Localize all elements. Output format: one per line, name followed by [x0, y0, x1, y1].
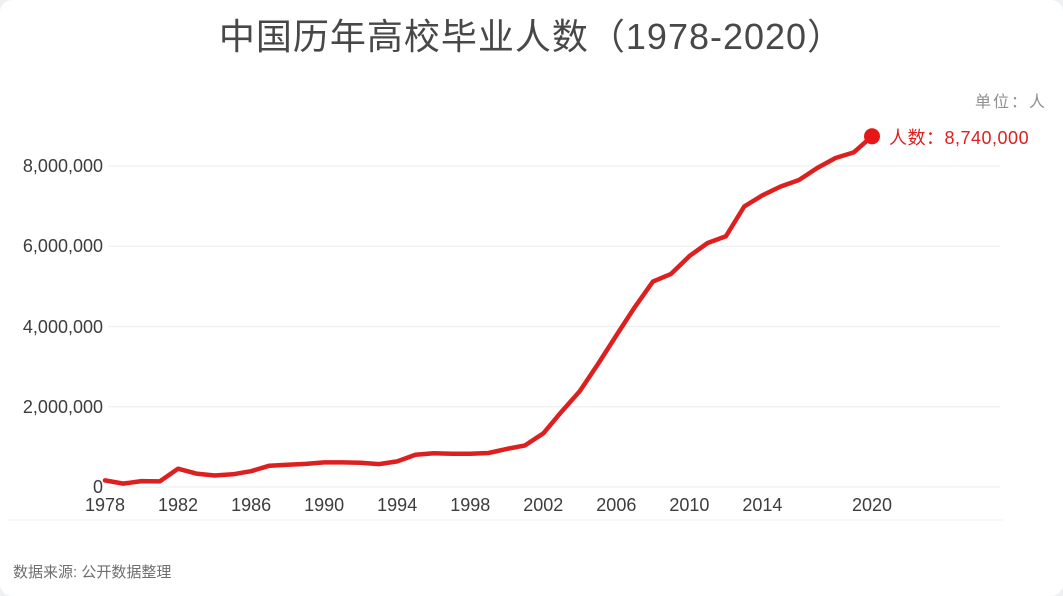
x-tick-label: 1994 [377, 495, 418, 515]
x-tick-label: 2006 [596, 495, 637, 515]
y-tick-label: 4,000,000 [22, 316, 103, 337]
x-tick-label: 1986 [231, 495, 272, 515]
x-tick-label: 1982 [158, 495, 199, 515]
x-tick-label: 1998 [450, 495, 491, 515]
source-note: 数据来源: 公开数据整理 [13, 564, 172, 581]
x-tick-label: 1990 [304, 495, 345, 515]
x-tick-label: 2010 [669, 495, 710, 515]
y-tick-label: 2,000,000 [22, 396, 103, 417]
x-tick-label: 2014 [742, 495, 783, 515]
endpoint-annotation: 人数：8,740,000 [889, 128, 1030, 149]
y-tick-label: 6,000,000 [22, 236, 103, 257]
y-tick-label: 8,000,000 [22, 156, 103, 176]
chart-title: 中国历年高校毕业人数（1978-2020） [218, 16, 845, 57]
unit-label: 单位：人 [974, 94, 1047, 111]
x-tick-label: 2002 [523, 495, 564, 515]
x-tick-label: 2020 [851, 495, 893, 515]
series-line [102, 134, 875, 486]
endpoint-dot [864, 128, 880, 145]
x-tick-label: 1978 [84, 495, 126, 515]
y-tick-label: 0 [92, 477, 103, 497]
